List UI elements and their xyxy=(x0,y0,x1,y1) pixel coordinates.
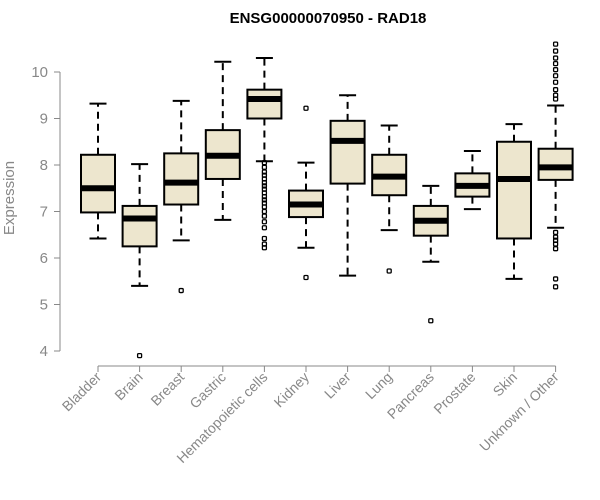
outlier-point xyxy=(552,55,559,61)
y-tick-label: 4 xyxy=(40,343,48,360)
y-tick-label: 6 xyxy=(40,250,48,267)
outlier-point xyxy=(552,60,559,67)
outlier-point xyxy=(552,41,559,47)
box-group xyxy=(412,184,449,324)
box-group xyxy=(121,163,158,359)
outlier-point xyxy=(552,67,559,73)
y-tick-label: 7 xyxy=(40,204,48,221)
y-tick-label: 5 xyxy=(40,297,48,314)
box-group xyxy=(454,150,491,211)
outlier-point xyxy=(261,245,268,251)
outlier-point xyxy=(261,204,268,210)
box-group xyxy=(371,124,408,274)
x-tick-label: Kidney xyxy=(271,369,313,411)
x-tick-label: Liver xyxy=(321,369,354,402)
outlier-point xyxy=(552,276,559,282)
x-tick-label: Lung xyxy=(362,369,395,402)
outlier-point xyxy=(178,287,184,294)
iqr-box xyxy=(246,88,283,120)
y-axis: 4 5 6 7 8 9 10 xyxy=(31,64,61,360)
box-group xyxy=(329,94,366,277)
outlier-point xyxy=(261,235,268,242)
y-tick-label: 9 xyxy=(40,111,48,128)
boxes-layer xyxy=(80,41,574,359)
outlier-point xyxy=(303,105,309,111)
outlier-point xyxy=(552,48,559,54)
box-group xyxy=(204,60,241,221)
outlier-point xyxy=(261,160,268,166)
y-tick-label: 8 xyxy=(40,157,48,174)
outlier-point xyxy=(552,241,559,247)
iqr-box xyxy=(537,147,574,181)
box-group xyxy=(537,41,574,290)
box-group xyxy=(288,105,324,281)
outlier-point xyxy=(261,225,268,231)
outlier-point xyxy=(261,219,268,225)
outlier-point xyxy=(261,213,268,219)
outlier-point xyxy=(428,318,434,324)
box-group xyxy=(163,99,200,294)
x-tick-label: Bladder xyxy=(59,369,105,415)
outlier-point xyxy=(261,169,268,175)
outlier-point xyxy=(261,164,268,170)
x-tick-label: Prostate xyxy=(430,369,478,417)
outlier-point xyxy=(552,234,559,240)
outlier-point xyxy=(261,180,268,186)
iqr-box xyxy=(163,152,200,206)
outlier-point xyxy=(552,246,559,252)
x-tick-label: Skin xyxy=(490,369,521,400)
outlier-point xyxy=(552,96,559,102)
y-axis-label: Expression xyxy=(1,161,18,235)
outlier-point xyxy=(136,352,143,359)
outlier-point xyxy=(386,268,392,274)
iqr-box xyxy=(121,204,158,248)
outlier-point xyxy=(552,73,559,79)
outlier-point xyxy=(552,229,559,236)
box-group xyxy=(80,102,116,240)
iqr-box xyxy=(329,119,366,185)
x-tick-label: Unknown / Other xyxy=(476,369,562,455)
outlier-point xyxy=(552,284,559,290)
box-group xyxy=(496,123,532,280)
iqr-box xyxy=(496,140,532,240)
box-group xyxy=(246,57,283,251)
outlier-point xyxy=(303,274,309,281)
outlier-point xyxy=(552,87,559,93)
outlier-point xyxy=(261,183,268,189)
outlier-point xyxy=(261,208,268,215)
outlier-point xyxy=(552,79,559,85)
y-tick-label: 10 xyxy=(31,64,48,81)
x-tick-label: Breast xyxy=(147,369,187,409)
outlier-point xyxy=(261,193,268,200)
chart-title: ENSG00000070950 - RAD18 xyxy=(230,10,427,27)
outlier-point xyxy=(261,197,268,203)
iqr-box xyxy=(80,153,116,214)
x-tick-label: Brain xyxy=(111,369,145,403)
